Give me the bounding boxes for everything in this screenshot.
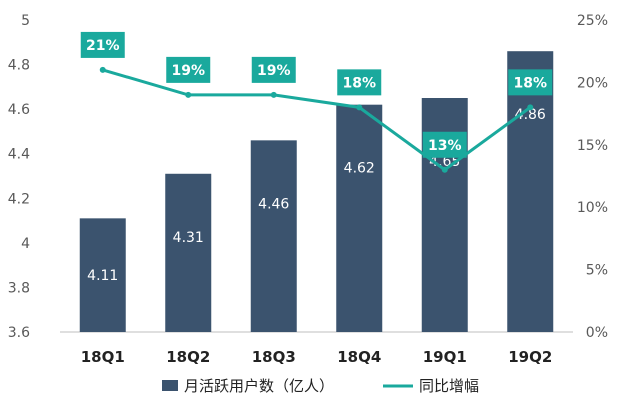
bar	[79, 218, 126, 332]
bar	[165, 173, 212, 332]
left-tick-label: 4.6	[8, 102, 30, 118]
category-label: 19Q1	[423, 348, 467, 366]
growth-value-label: 18%	[342, 75, 376, 91]
left-tick-label: 4	[21, 236, 30, 252]
legend-bar-swatch	[162, 380, 178, 391]
growth-label-box	[80, 31, 125, 58]
growth-value-label: 18%	[513, 75, 547, 91]
category-labels: 18Q1 18Q2 18Q3 18Q4 19Q1 19Q2	[81, 348, 553, 366]
left-tick-label: 4.2	[8, 191, 30, 207]
bar-value-label: 4.65	[429, 154, 460, 170]
growth-label-box	[337, 69, 382, 96]
right-axis-ticks: 0% 5% 10% 15% 20% 25%	[577, 13, 608, 341]
growth-point	[441, 166, 448, 173]
growth-line-path	[102, 68, 532, 172]
growth-label-box	[508, 69, 553, 96]
legend: 月活跃用户数（亿人） 同比增幅	[162, 377, 479, 395]
growth-value-label: 13%	[428, 138, 462, 154]
growth-label-box	[251, 56, 296, 83]
growth-point	[270, 91, 277, 98]
right-tick-label: 10%	[577, 200, 608, 216]
right-tick-label: 15%	[577, 138, 608, 154]
growth-value-label: 21%	[86, 38, 120, 54]
category-label: 18Q3	[252, 348, 296, 366]
growth-label-box	[422, 131, 467, 158]
growth-point	[99, 66, 106, 73]
legend-bar-label: 月活跃用户数（亿人）	[184, 377, 334, 395]
category-label: 18Q2	[166, 348, 210, 366]
right-tick-label: 0%	[586, 325, 608, 341]
bars	[79, 51, 554, 332]
right-tick-label: 5%	[586, 263, 608, 279]
legend-line-label: 同比增幅	[419, 377, 479, 395]
left-tick-label: 4.4	[8, 147, 30, 163]
left-tick-label: 3.8	[8, 280, 30, 296]
left-tick-label: 5	[21, 13, 30, 29]
category-label: 19Q2	[508, 348, 552, 366]
left-axis-ticks: 3.6 3.8 4 4.2 4.4 4.6 4.8 5	[8, 13, 30, 341]
growth-labels: 21% 19% 19% 18% 13% 18%	[80, 31, 553, 158]
growth-point	[185, 91, 192, 98]
category-label: 18Q4	[337, 348, 381, 366]
growth-value-label: 19%	[257, 63, 291, 79]
left-tick-label: 3.6	[8, 325, 30, 341]
bar-value-label: 4.11	[87, 268, 118, 284]
bar	[336, 104, 383, 332]
bar-value-label: 4.62	[344, 161, 375, 177]
bar-labels: 4.114.314.464.62 4.654.86	[87, 107, 546, 284]
right-tick-label: 25%	[577, 13, 608, 29]
growth-point	[356, 104, 363, 111]
bar-value-label: 4.46	[258, 196, 289, 212]
growth-value-label: 19%	[171, 63, 205, 79]
category-label: 18Q1	[81, 348, 125, 366]
left-tick-label: 4.8	[8, 58, 30, 74]
bar	[250, 140, 297, 332]
bar-value-label: 4.31	[173, 230, 204, 246]
growth-line	[99, 66, 534, 173]
growth-label-box	[166, 56, 211, 83]
bar	[507, 51, 554, 332]
growth-point	[527, 104, 534, 111]
right-tick-label: 20%	[577, 75, 608, 91]
